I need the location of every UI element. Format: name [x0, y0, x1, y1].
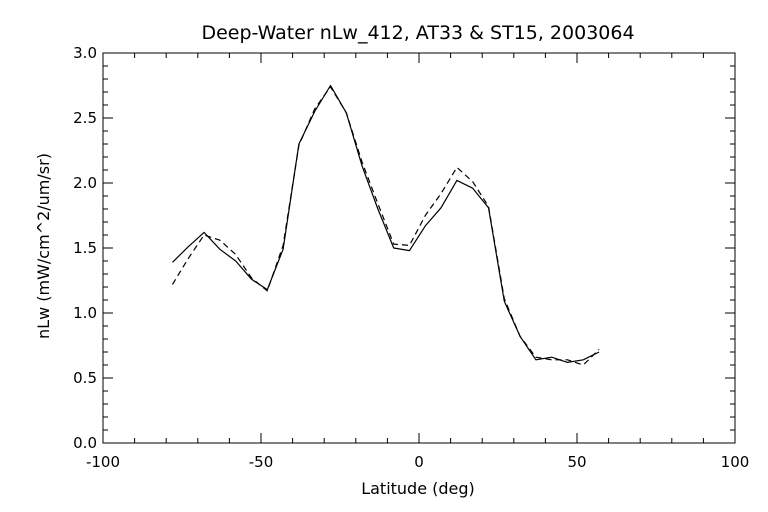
- y-tick-label: 3.0: [73, 44, 97, 62]
- x-tick-label: -50: [249, 453, 274, 471]
- y-tick-label: 1.0: [73, 304, 97, 322]
- y-axis-label: nLw (mW/cm^2/um/sr): [34, 153, 53, 339]
- x-tick-label: -100: [86, 453, 120, 471]
- x-tick-label: 50: [567, 453, 586, 471]
- series-layer: [171, 84, 600, 366]
- x-tick-label: 100: [721, 453, 750, 471]
- y-tick-label: 0.0: [73, 434, 97, 452]
- plot-frame: [102, 52, 736, 444]
- y-tick-label: 1.5: [73, 239, 97, 257]
- axis-ticks: [102, 52, 736, 444]
- y-tick-label: 2.5: [73, 109, 97, 127]
- x-axis-label: Latitude (deg): [361, 479, 475, 498]
- y-tick-label: 2.0: [73, 174, 97, 192]
- dashed-series-line: [171, 86, 600, 366]
- x-tick-label: 0: [414, 453, 424, 471]
- solid-series-line: [172, 84, 600, 363]
- axis-tick-labels: -100 -50 0 50 100 0.0 0.5 1.0 1.5 2.0 2.5 3.0: [73, 44, 749, 471]
- y-tick-label: 0.5: [73, 369, 97, 387]
- chart-title: Deep-Water nLw_412, AT33 & ST15, 2003064: [201, 22, 634, 44]
